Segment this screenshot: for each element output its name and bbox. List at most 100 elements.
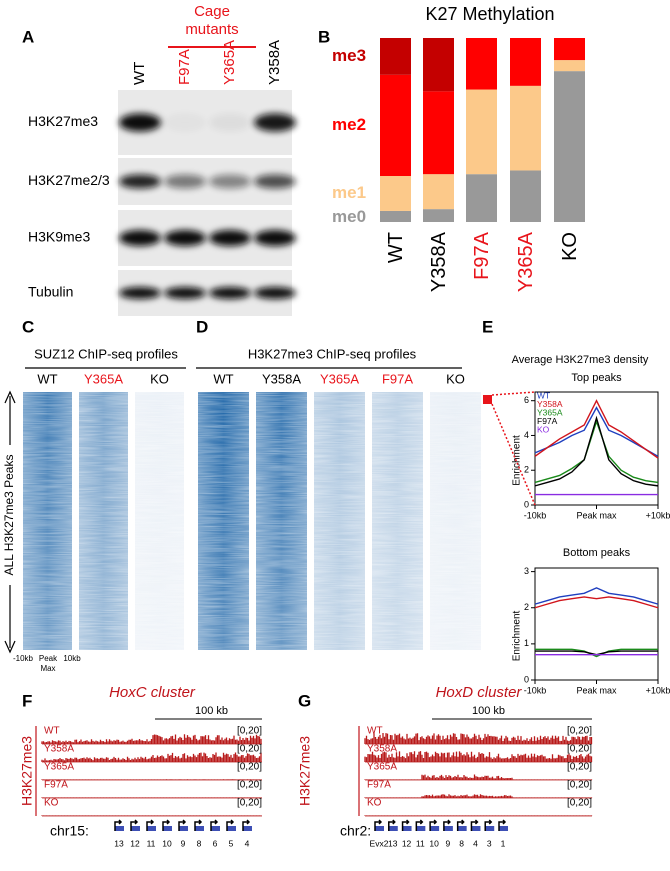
heatmap-noise <box>314 392 365 650</box>
blot-header: mutants <box>185 21 238 38</box>
scale-label: 100 kb <box>195 705 228 717</box>
gene-label: 8 <box>197 838 202 848</box>
gene-label: 1 <box>501 838 506 848</box>
gene-label: 10 <box>429 838 439 848</box>
bar-segment <box>423 38 454 92</box>
bar-segment <box>466 89 497 175</box>
blot-band <box>119 174 161 189</box>
gene <box>163 826 172 831</box>
bar-segment <box>423 209 454 222</box>
line <box>534 415 659 487</box>
x-tick-label: Peak max <box>576 510 617 520</box>
track-range: [0,20] <box>237 780 262 791</box>
bar-segment <box>380 210 411 222</box>
track-range: [0,20] <box>567 762 592 773</box>
column-label: WT <box>37 371 57 386</box>
blot-band <box>254 174 296 189</box>
track-name: KO <box>367 798 382 809</box>
line <box>535 648 658 658</box>
gene-label: 13 <box>114 838 124 848</box>
bar-segment <box>466 38 497 90</box>
gene <box>375 826 384 831</box>
row-label: H3K27me2/3 <box>28 172 110 188</box>
track-range: [0,20] <box>567 798 592 809</box>
track-signal <box>41 734 262 744</box>
gene-label: 6 <box>213 838 218 848</box>
blot-band <box>209 287 251 299</box>
gene-label: 13 <box>388 838 398 848</box>
track-signal <box>364 733 593 744</box>
track-signal <box>41 752 262 762</box>
tss-arrow <box>498 819 507 831</box>
column-label: Y358A <box>262 371 301 386</box>
heatmap-x-label: Max <box>40 664 55 673</box>
bar-segment <box>423 174 454 210</box>
tss-arrow <box>374 819 383 831</box>
heatmap-noise <box>135 392 184 650</box>
gene <box>499 826 508 831</box>
column-label: WT <box>213 371 233 386</box>
track-name: Y358A <box>44 744 74 755</box>
track-name: KO <box>44 798 59 809</box>
y-axis-label: Enrichment <box>512 435 523 486</box>
x-tick-label: WT <box>385 232 407 263</box>
heatmap-x-label: Peak <box>39 654 58 663</box>
chromosome: chr2: <box>340 823 371 839</box>
plot-frame <box>534 567 659 681</box>
label-backdrop <box>3 445 17 585</box>
gene <box>115 826 124 831</box>
panel-label: C <box>22 317 34 336</box>
track-range: [0,20] <box>567 726 592 737</box>
tss-arrow <box>242 819 251 831</box>
y-tick-label: 2 <box>524 465 529 475</box>
heatmap-title: SUZ12 ChIP-seq profiles <box>34 346 178 361</box>
lane-label: F97A <box>176 49 193 85</box>
track-name: F97A <box>44 780 68 791</box>
tss-arrow <box>210 819 219 831</box>
chart-title: K27 Methylation <box>425 4 554 24</box>
gene <box>195 826 204 831</box>
bar-segment <box>466 174 497 222</box>
track-name: WT <box>44 726 60 737</box>
track-name: F97A <box>367 780 391 791</box>
track-name: Y365A <box>367 762 397 773</box>
tss-arrow <box>130 819 139 831</box>
gene-label: 4 <box>245 838 250 848</box>
gene <box>457 826 467 831</box>
heatmap-x-label: 10kb <box>63 654 81 663</box>
x-tick-label: -10kb <box>524 685 547 695</box>
track-range: [0,20] <box>237 798 262 809</box>
heatmap-noise <box>79 392 128 650</box>
line <box>534 406 659 457</box>
bar-segment <box>510 38 541 86</box>
lane-label: Y358A <box>266 40 283 85</box>
heatmap-noise <box>372 392 423 650</box>
arrow-heads <box>4 390 16 654</box>
legend-label: me0 <box>332 207 366 226</box>
y-tick-label: 2 <box>524 602 529 612</box>
y-tick-label: 0 <box>524 499 529 509</box>
heatmap-noise <box>256 392 307 650</box>
track-range: [0,20] <box>237 762 262 773</box>
gene <box>443 826 453 831</box>
x-tick-label: Y365A <box>515 231 537 292</box>
gene-label: 8 <box>459 838 464 848</box>
gene-label: 5 <box>229 838 234 848</box>
gene-label: 3 <box>487 838 492 848</box>
x-tick-label: +10kb <box>646 685 670 695</box>
track-name: Y358A <box>367 744 397 755</box>
gene-label: 4 <box>473 838 478 848</box>
bar-segment <box>554 71 585 223</box>
gene <box>147 826 156 831</box>
blot-band <box>209 230 251 246</box>
row-label: H3K27me3 <box>28 113 98 129</box>
gene-label: 10 <box>162 838 172 848</box>
bar-segment <box>380 74 411 176</box>
chromosome: chr15: <box>50 823 89 839</box>
gene-label: 9 <box>181 838 186 848</box>
heatmap-title: H3K27me3 ChIP-seq profiles <box>248 346 417 361</box>
gene <box>402 826 412 831</box>
legend-label: WT <box>537 390 550 400</box>
blot-band <box>119 113 161 132</box>
x-tick-label: KO <box>559 232 581 261</box>
